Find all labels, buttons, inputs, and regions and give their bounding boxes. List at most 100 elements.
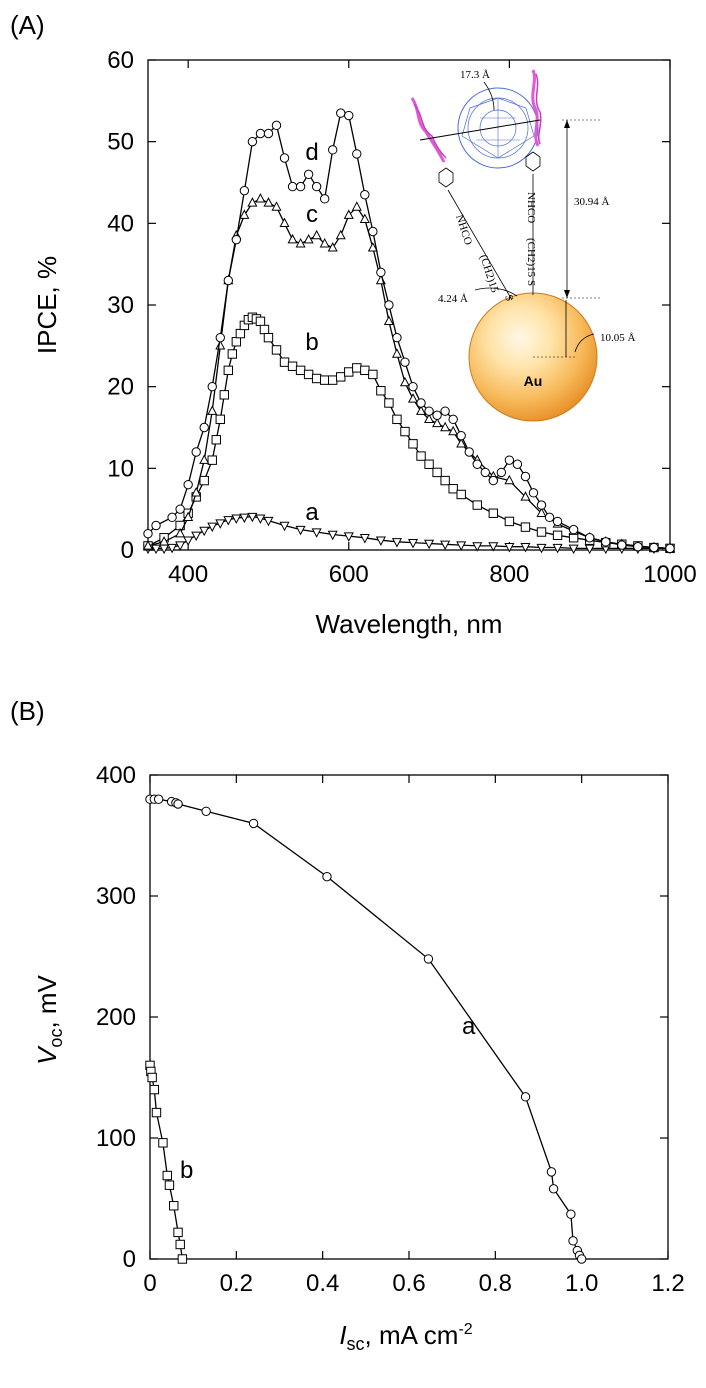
panel-a-series-d-point: [633, 542, 643, 552]
panel-a-series-b-point: [504, 516, 515, 527]
panel-a-series-b-point: [207, 455, 217, 465]
panel-a-series-c-point: [367, 242, 378, 252]
porphyrin-right: [531, 69, 540, 147]
panel-a-series-d-point: [344, 110, 354, 121]
panel-a-series-b-point: [376, 386, 386, 396]
panel-a-series-b-point: [488, 508, 499, 518]
panel-a-series-d-point: [528, 488, 539, 498]
panel-a-series-a-point: [279, 521, 290, 532]
panel-a-series-d-point: [328, 145, 338, 155]
panel-a-series-c-point: [335, 229, 346, 240]
panel-a-series-b-point: [336, 372, 346, 382]
panel-a-series-c-point: [263, 197, 274, 207]
panel-a-series-a-point: [536, 543, 547, 554]
panel-a-series-a-point: [247, 512, 258, 523]
panel-a-series-c-point: [399, 376, 411, 387]
panel-a-series-b-point: [303, 369, 314, 380]
panel-a-series-d-point: [665, 543, 675, 554]
panel-a-series-d-point: [472, 459, 482, 469]
panel-a-series-d-point: [416, 398, 426, 408]
dim-10-05: 10.05 Å: [600, 332, 636, 344]
panel-b-series-a-point: [568, 1236, 578, 1246]
panel-a-series-d-point: [544, 512, 555, 523]
panel-a-series-d-point: [336, 108, 346, 118]
panel-b-x-tick-label: 0.8: [479, 1270, 512, 1297]
panel-a-series-c-point: [255, 193, 266, 203]
panel-a-series-d-point: [263, 128, 274, 139]
gold-label: Au: [524, 373, 543, 389]
panel-a-series-c-point: [159, 536, 170, 546]
panel-a-series-d-point: [601, 537, 611, 547]
chain-right-s: S: [525, 280, 537, 286]
panel-b-y-tick-label: 200: [96, 1004, 136, 1031]
panel-a-series-c-point: [520, 491, 531, 501]
panel-b-curve-label-a: a: [462, 1013, 476, 1040]
panel-b-frame: [149, 774, 669, 1260]
panel-a-series-b-point: [219, 390, 229, 400]
panel-b-series-b-point: [151, 1107, 162, 1118]
panel-a-series-b-point: [295, 365, 306, 376]
panel-a-series-c-point: [199, 454, 210, 464]
panel-a-series-d-point: [279, 153, 290, 163]
panel-a-series-d-point: [247, 136, 258, 147]
panel-a-series-b-point: [352, 363, 362, 373]
panel-a-series-d-point: [199, 422, 209, 433]
panel-a-series-d-point: [143, 528, 153, 539]
panel-a-series-d-line: [147, 112, 671, 550]
panel-a-series-c-point: [295, 237, 306, 248]
panel-a-series-a-point: [199, 526, 210, 537]
panel-b-series-b-point: [177, 1254, 188, 1264]
panel-a-y-tick-label: 30: [107, 292, 134, 319]
panel-b-series-b-point: [149, 1084, 160, 1095]
panel-a-series-b-point: [227, 349, 238, 359]
panel-a-series-c-point: [416, 405, 427, 415]
panel-a-series-c-point: [351, 201, 362, 211]
panel-a-series-d-point: [424, 406, 434, 416]
fullerene-c60: [457, 87, 539, 169]
panel-a-series-d-point: [151, 520, 161, 531]
panel-a-series-a-point: [327, 530, 338, 541]
panel-a-series-d-point: [360, 190, 370, 200]
panel-a-series-a-point: [263, 516, 274, 527]
panel-b-series-a: [145, 794, 587, 1264]
panel-a-series-d-point: [392, 332, 402, 343]
panel-a-series-a-point: [167, 543, 178, 554]
panel-b-y-tick-label: 0: [123, 1246, 136, 1273]
panel-a-series-d-point: [400, 357, 410, 367]
panel-a-series-b-point: [384, 398, 394, 408]
panel-b-series-b: [145, 1060, 188, 1264]
panel-a-series-a-point: [183, 536, 194, 546]
panel-a-series-c-point: [343, 209, 354, 219]
panel-b-series-a-point: [173, 799, 183, 809]
panel-a-series-b-point: [255, 316, 266, 327]
curve-label-b: b: [305, 329, 318, 356]
panel-a-series-c-point: [175, 527, 186, 538]
panel-a-series-d-point: [432, 410, 442, 420]
panel-a-y-axis: 0 10 20 30 40 50 60: [107, 47, 670, 564]
panel-a-series-a-point: [295, 525, 306, 536]
panel-a-series-d-point: [536, 500, 547, 510]
panel-a-series-b-point: [424, 459, 434, 469]
panel-a-series-c-point: [319, 237, 330, 248]
panel-b-y-axis: 0 100 200 300 400: [96, 762, 668, 1273]
panel-a-series-c-point: [391, 348, 402, 358]
panel-a-series-b-point: [368, 369, 378, 380]
panel-a-series-d-point: [223, 275, 234, 286]
panel-a-series-c-point: [424, 413, 435, 424]
panel-a-series-b-point: [259, 324, 270, 335]
panel-a-x-tick-label: 1000: [643, 561, 696, 588]
panel-a-series-d-point: [520, 471, 531, 482]
panel-b-series-b-point: [158, 1138, 168, 1148]
panel-a-series-d: [143, 108, 675, 554]
panel-a-series-a-point: [239, 513, 250, 524]
panel-a-frame: [147, 59, 671, 551]
panel-a-series-b-point: [328, 375, 338, 385]
panel-a-series-d-point: [480, 467, 490, 478]
panel-a-series-d-point: [584, 533, 595, 543]
panel-a-x-axis-title: Wavelength, nm: [316, 609, 503, 639]
panel-a-series-d-point: [368, 226, 378, 237]
panel-a-series-a-point: [191, 531, 202, 542]
panel-a-series-d-point: [504, 455, 515, 465]
panel-a-series-c-point: [279, 217, 290, 228]
panel-a-series-b-point: [211, 435, 221, 445]
